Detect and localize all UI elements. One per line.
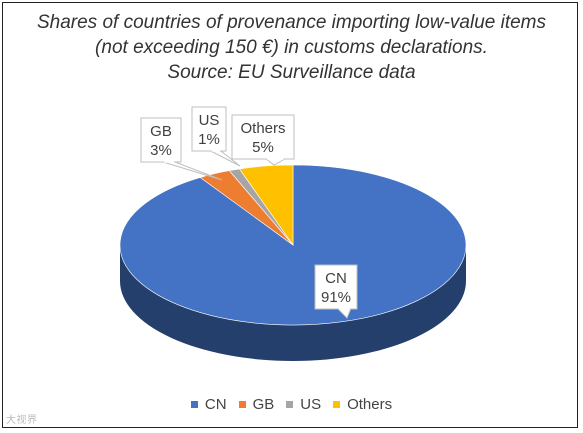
pie-callouts: CN 91% GB 3% US 1% Others 5% [140,106,358,319]
slice-label-gb: GB [150,123,172,140]
legend-swatch-others [333,400,341,408]
slice-label-cn: CN [325,270,347,287]
legend-swatch-us [286,400,294,408]
pie-side-cn [120,245,466,361]
slice-label-others: Others [240,120,285,137]
callout-box [314,264,358,310]
slice-value-others: 5% [252,139,274,156]
pie-top [119,164,467,326]
callout-us: US 1% [191,106,241,167]
legend-label-gb: GB [252,396,275,413]
callout-others: Others 5% [231,114,295,166]
legend-swatch-gb [238,400,246,408]
legend-swatch-cn [190,400,198,408]
legend-item-gb: GB [238,396,275,413]
slice-label-us: US [199,112,220,129]
legend-item-others: Others [333,396,392,413]
callout-pointer [264,158,287,166]
legend-label-cn: CN [204,396,227,413]
pie-slice-others [239,164,294,246]
callout-gb: GB 3% [140,117,223,181]
slice-value-us: 1% [198,131,220,148]
legend-item-us: US [286,396,321,413]
chart-title-line-3: Source: EU Surveillance data [167,62,416,83]
pie-sides [120,245,466,361]
chart-title-line-1: Shares of countries of provenance import… [36,12,547,33]
callout-box [140,117,182,163]
chart-title: Shares of countries of provenance import… [0,10,583,85]
legend-label-us: US [300,396,322,413]
slice-value-gb: 3% [150,142,172,159]
legend-item-cn: CN [190,396,227,413]
slice-value-cn: 91% [321,289,351,306]
chart-title-line-2: (not exceeding 150 €) in customs declara… [95,37,488,58]
callout-pointer [162,161,223,181]
callout-cn: CN 91% [314,264,358,319]
chart-legend: CN GB US Others [0,396,583,413]
callout-box [231,114,295,160]
legend-label-others: Others [347,396,393,413]
callout-box [191,106,227,152]
watermark-logo: 大视界 [6,415,38,426]
